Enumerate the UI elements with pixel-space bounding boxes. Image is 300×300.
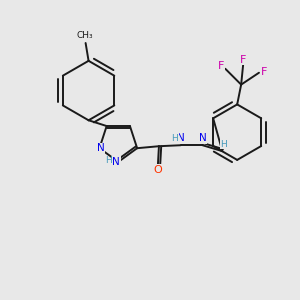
Text: H: H [171, 134, 178, 143]
Text: CH₃: CH₃ [76, 31, 93, 40]
Text: N: N [177, 133, 184, 143]
Text: F: F [218, 61, 224, 71]
Text: H: H [105, 156, 112, 165]
Text: N: N [112, 157, 120, 167]
Text: O: O [154, 165, 162, 175]
Text: H: H [220, 140, 227, 149]
Text: N: N [199, 133, 206, 143]
Text: F: F [261, 67, 267, 77]
Text: F: F [240, 55, 246, 65]
Text: N: N [97, 143, 104, 153]
